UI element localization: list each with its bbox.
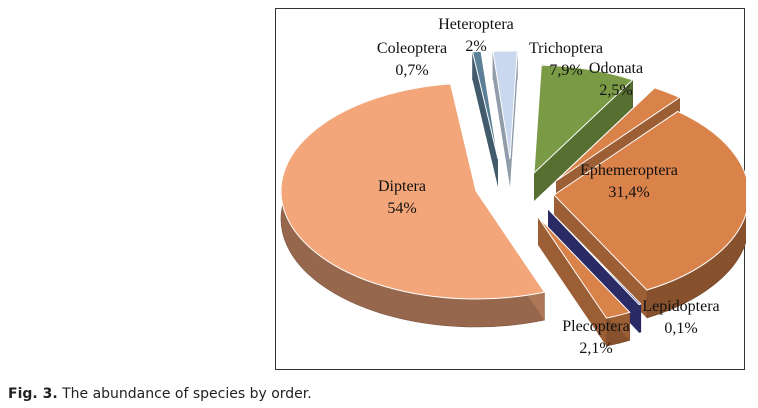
pie-face-plecoptera-end	[538, 217, 607, 347]
chart-frame: Heteroptera 2% Trichoptera 7,9% Odonata 2,5% E…	[275, 8, 746, 370]
slice-label-lepidoptera: Lepidoptera 0,1%	[642, 298, 719, 337]
slice-pct-coleoptera: 0,7%	[395, 62, 428, 79]
pie-slice-ephemeroptera	[553, 110, 746, 291]
slice-pct-heteroptera: 2%	[465, 38, 486, 55]
slice-name-heteroptera: Heteroptera	[438, 16, 514, 33]
slice-label-plecoptera: Plecoptera 2,1%	[562, 318, 630, 357]
caption-text: The abundance of species by order.	[57, 386, 312, 402]
pie-chart: Heteroptera 2% Trichoptera 7,9% Odonata 2,5% E…	[280, 16, 746, 357]
pie-slice-lepidoptera	[547, 208, 642, 306]
slice-pct-ephemeroptera: 31,4%	[608, 184, 649, 201]
pie-slice-coleoptera	[471, 50, 499, 160]
pie-labels: Heteroptera 2% Trichoptera 7,9% Odonata 2,5% E…	[377, 16, 720, 357]
pie-slice-plecoptera	[537, 216, 631, 319]
slice-label-trichoptera: Trichoptera 7,9%	[529, 40, 603, 79]
pie-slice-odonata	[555, 87, 681, 182]
slice-label-coleoptera: Coleoptera 0,7%	[377, 40, 447, 79]
slice-label-ephemeroptera: Ephemeroptera 31,4%	[580, 162, 678, 201]
pie-slice-diptera	[280, 83, 546, 300]
slice-name-diptera: Diptera	[378, 178, 426, 195]
pie-slice-trichoptera	[533, 64, 634, 175]
slice-pct-lepidoptera: 0,1%	[664, 320, 697, 337]
pie-face-coleoptera-start	[472, 51, 498, 188]
pie-face-heteroptera-start	[493, 51, 510, 187]
pie-face-trichoptera-end	[534, 79, 633, 201]
pie-slice-heteroptera	[492, 50, 518, 160]
slice-pct-odonata: 2,5%	[599, 82, 632, 99]
pie-top-faces	[280, 50, 746, 319]
slice-name-coleoptera: Coleoptera	[377, 40, 447, 57]
figure-caption: Fig. 3. The abundance of species by orde…	[8, 386, 312, 402]
slice-name-trichoptera: Trichoptera	[529, 40, 603, 57]
slice-name-plecoptera: Plecoptera	[562, 318, 630, 335]
slice-name-odonata: Odonata	[589, 60, 643, 77]
slice-label-odonata: Odonata 2,5%	[589, 60, 643, 99]
slice-name-lepidoptera: Lepidoptera	[642, 298, 719, 315]
slice-pct-trichoptera: 7,9%	[549, 62, 582, 79]
slice-pct-diptera: 54%	[387, 200, 416, 217]
caption-label: Fig. 3.	[8, 386, 58, 402]
slice-label-heteroptera: Heteroptera 2%	[438, 16, 514, 55]
slice-pct-plecoptera: 2,1%	[579, 340, 612, 357]
slice-label-diptera: Diptera 54%	[378, 178, 426, 217]
slice-name-ephemeroptera: Ephemeroptera	[580, 162, 678, 179]
